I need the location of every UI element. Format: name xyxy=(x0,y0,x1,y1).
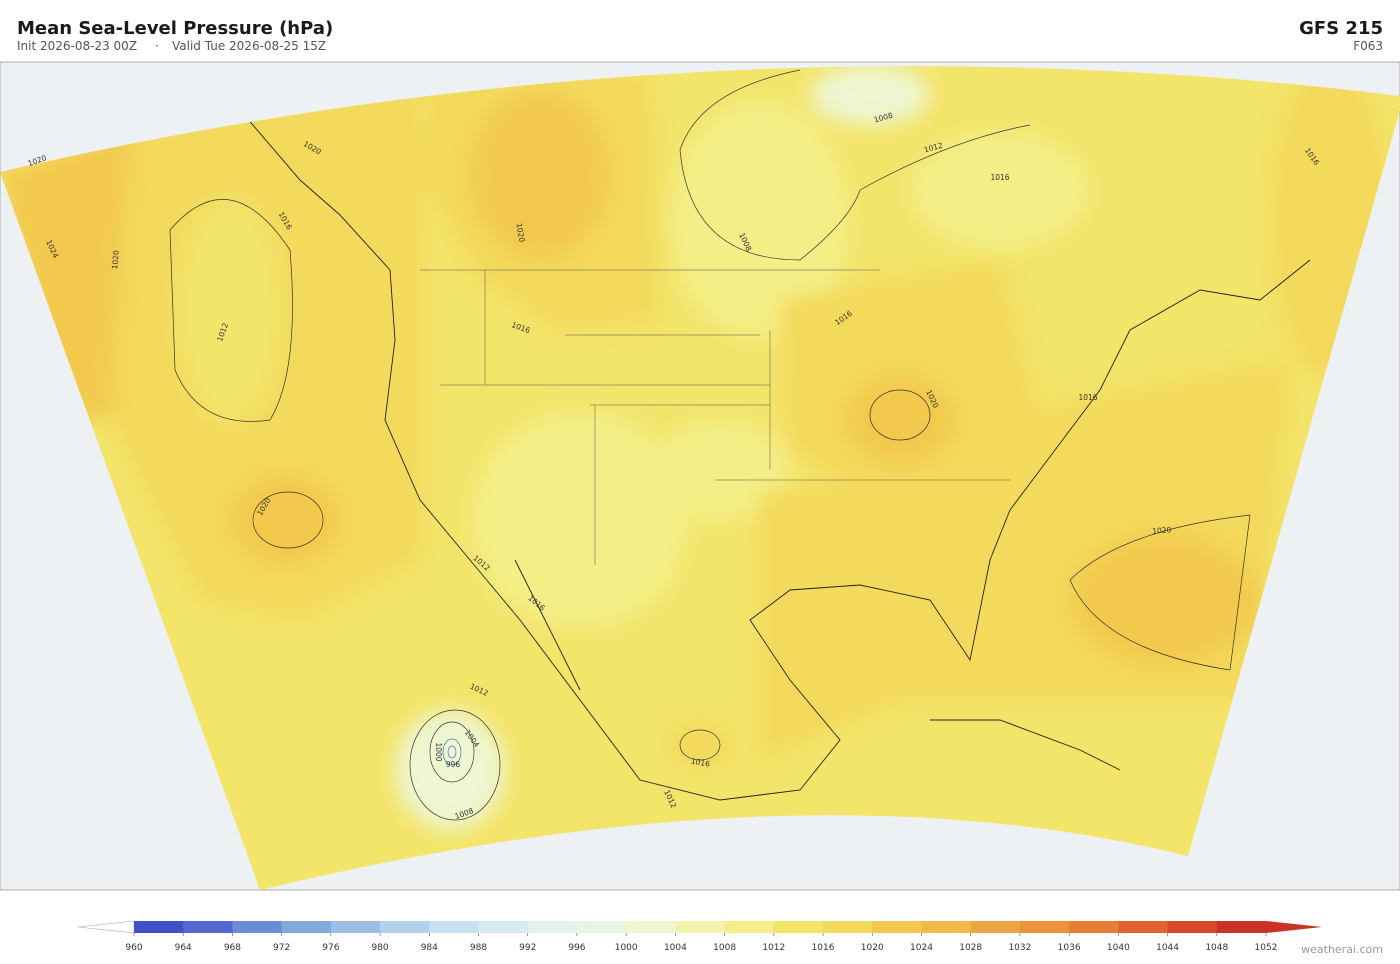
colorbar-segment xyxy=(1216,921,1267,933)
colorbar-extend-high xyxy=(1266,921,1322,933)
colorbar-tick-label: 1036 xyxy=(1058,943,1081,953)
colorbar-segment xyxy=(576,921,627,933)
contour-label: 1020 xyxy=(1152,525,1172,536)
colorbar-tick-label: 1012 xyxy=(762,943,785,953)
colorbar-segment xyxy=(773,921,824,933)
colorbar-tick-label: 1000 xyxy=(615,943,638,953)
colorbar-tick-label: 964 xyxy=(175,943,192,953)
colorbar-segment xyxy=(429,921,480,933)
valid-time: Valid Tue 2026-08-25 15Z xyxy=(172,39,326,53)
colorbar-tick-label: 980 xyxy=(371,943,388,953)
colorbar-segment xyxy=(1118,921,1169,933)
contour-label: 1020 xyxy=(514,222,526,243)
pressure-field xyxy=(0,66,1400,890)
colorbar-tick-label: 1016 xyxy=(812,943,835,953)
title: Mean Sea-Level Pressure (hPa) xyxy=(17,18,333,39)
colorbar-tick-label: 1024 xyxy=(910,943,933,953)
contour-label: 1000 xyxy=(434,742,443,761)
colorbar-tick-label: 1040 xyxy=(1107,943,1130,953)
colorbar: 960 964 968 972 976 980 984 988 992 996 1000 1004 10… xyxy=(77,920,1322,953)
credit: weatherai.com xyxy=(1301,943,1383,956)
colorbar-tick-label: 1008 xyxy=(713,943,736,953)
colorbar-tick-label: 1004 xyxy=(664,943,687,953)
colorbar-tick-label: 972 xyxy=(273,943,290,953)
colorbar-segment xyxy=(1019,921,1070,933)
colorbar-tick-label: 988 xyxy=(470,943,487,953)
colorbar-segment xyxy=(823,921,873,933)
colorbar-tick-label: 960 xyxy=(125,943,142,953)
colorbar-tick-label: 1052 xyxy=(1255,943,1278,953)
colorbar-tick-label: 996 xyxy=(568,943,585,953)
colorbar-segment xyxy=(675,921,726,933)
forecast-step: F063 xyxy=(1353,39,1383,53)
colorbar-segment xyxy=(1069,921,1119,933)
colorbar-tick-label: 976 xyxy=(322,943,339,953)
colorbar-tick-label: 992 xyxy=(519,943,536,953)
colorbar-segment xyxy=(281,921,332,933)
init-time: Init 2026-08-23 00Z xyxy=(17,39,137,53)
colorbar-segment xyxy=(970,921,1021,933)
contour-label: 1016 xyxy=(1078,393,1097,402)
colorbar-segment xyxy=(330,921,381,933)
colorbar-segment xyxy=(724,921,775,933)
colorbar-tick-label: 1048 xyxy=(1205,943,1228,953)
colorbar-segment xyxy=(380,921,430,933)
colorbar-segment xyxy=(527,921,578,933)
colorbar-tick-label: 968 xyxy=(224,943,241,953)
colorbar-tick-label: 1020 xyxy=(861,943,884,953)
separator: · xyxy=(155,39,159,53)
contour-label: 996 xyxy=(446,760,461,769)
colorbar-segment xyxy=(232,921,283,933)
colorbar-extend-low xyxy=(77,920,135,934)
colorbar-segment xyxy=(921,921,972,933)
colorbar-segment xyxy=(134,921,184,933)
colorbar-segment xyxy=(626,921,676,933)
model-name: GFS 215 xyxy=(1299,18,1383,39)
colorbar-tick-label: 1028 xyxy=(959,943,982,953)
contour-label: 1020 xyxy=(110,250,121,270)
colorbar-segment xyxy=(872,921,922,933)
colorbar-segment xyxy=(183,921,233,933)
contour-label: 1016 xyxy=(690,756,711,768)
colorbar-segment xyxy=(1167,921,1218,933)
colorbar-segment xyxy=(478,921,529,933)
colorbar-tick-label: 984 xyxy=(421,943,438,953)
colorbar-tick-label: 1044 xyxy=(1156,943,1179,953)
contour-label: 1016 xyxy=(990,173,1009,182)
colorbar-tick-label: 1032 xyxy=(1008,943,1031,953)
